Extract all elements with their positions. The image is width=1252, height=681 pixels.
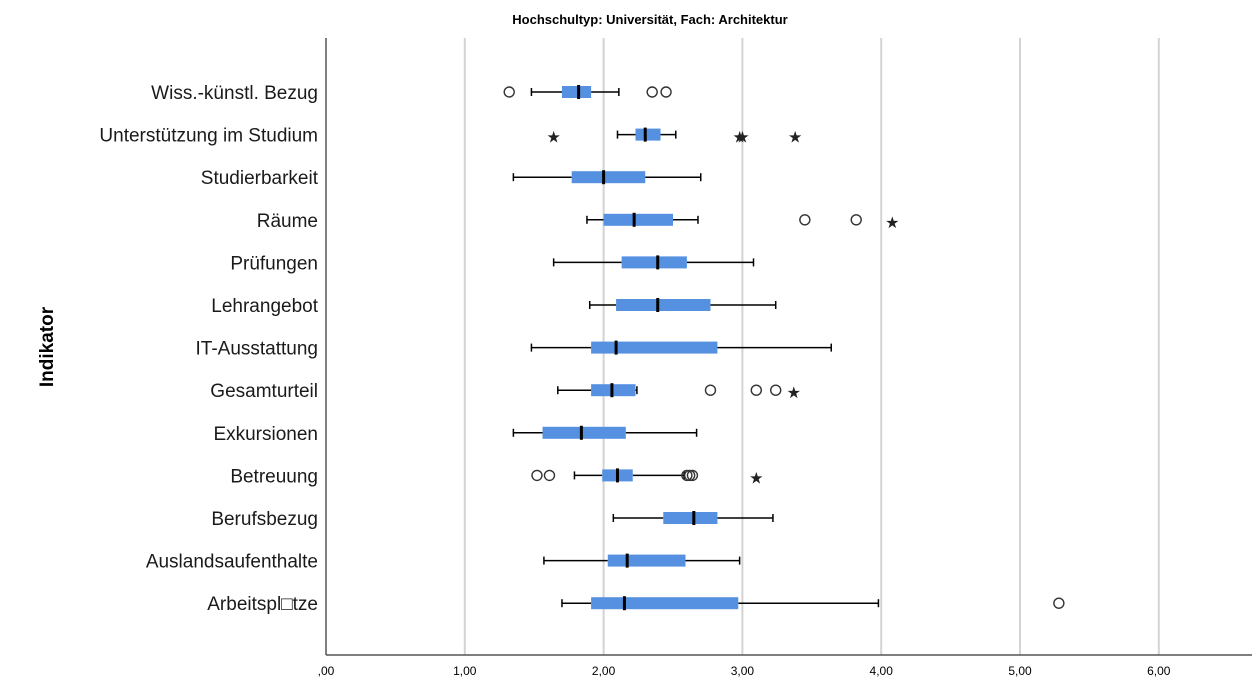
iqr-box [603,213,673,226]
extreme-marker: ★ [787,383,801,402]
iqr-box [571,171,646,184]
box-plot [588,298,777,312]
x-tick-label: ,00 [318,664,335,678]
outlier-marker [543,469,556,482]
x-tick-label: 3,00 [731,664,755,678]
category-label: Arbeitspl□tze [207,594,318,615]
y-axis-label: Indikator [37,306,58,387]
extreme-marker: ★ [885,213,899,232]
box-plot [543,553,741,568]
box-plot: ★ ★★ ★ [546,127,802,147]
outlier-marker [770,384,782,396]
box-plot [512,170,702,185]
outlier-marker [646,86,658,98]
extreme-marker: ★ [546,128,560,147]
category-label: Studierbarkeit [201,168,319,189]
box-plot [552,255,755,270]
box-plot: ★ [531,468,763,487]
extreme-marker: ★ [749,468,763,487]
iqr-box [591,341,718,354]
x-tick-label: 2,00 [592,664,616,678]
x-tick-label: 4,00 [870,664,894,678]
iqr-box [621,256,687,269]
category-label: Prüfungen [230,253,318,274]
outlier-marker [683,469,696,482]
category-label: Räume [257,211,318,232]
iqr-box [663,512,718,524]
iqr-box [591,597,739,610]
iqr-box [561,86,592,98]
category-labels: Wiss.-künstl. Bezug Unterstützung im Stud… [99,83,318,615]
category-label: Unterstützung im Studium [99,126,318,147]
extreme-marker: ★ [732,128,746,147]
outlier-marker [1053,597,1065,609]
box-plot [612,511,774,525]
category-label: Gesamturteil [210,381,318,402]
axes [325,38,1252,656]
extreme-marker: ★ [735,128,749,147]
category-label: Lehrangebot [211,296,318,317]
outlier-marker [681,469,693,482]
x-tick-labels: ,00 1,00 2,00 3,00 4,00 5,00 6,00 [318,664,1171,678]
box-plot: ★ [586,212,899,232]
outlier-marker [686,469,699,482]
chart-title: Hochschultyp: Universität, Fach: Archite… [512,12,787,27]
box-plot [530,340,832,355]
iqr-box [542,426,626,439]
category-label: Betreuung [230,466,318,487]
box-plot [512,425,698,440]
outlier-marker [531,469,543,482]
iqr-box [607,554,686,567]
x-tick-label: 6,00 [1147,664,1171,678]
x-tick-label: 1,00 [453,664,477,678]
outlier-marker [750,384,762,396]
box-plot [561,596,1065,611]
box-plot [503,85,672,99]
box-plots: ★ ★★ ★★★★ [503,85,1065,611]
iqr-box [635,128,661,141]
outlier-marker [503,86,515,98]
x-tick-label: 5,00 [1008,664,1032,678]
category-label: Berufsbezug [211,509,318,530]
outlier-marker [660,86,672,98]
category-label: IT-Ausstattung [195,339,318,360]
iqr-box [616,299,711,311]
extreme-marker: ★ [788,128,802,147]
category-label: Auslandsaufenthalte [146,552,318,573]
gridlines [463,38,1160,655]
category-label: Wiss.-künstl. Bezug [151,83,318,104]
box-plot: ★ [557,383,801,402]
outlier-marker [799,214,811,226]
outlier-marker [850,214,862,226]
outlier-marker [704,384,717,396]
category-label: Exkursionen [213,424,318,445]
